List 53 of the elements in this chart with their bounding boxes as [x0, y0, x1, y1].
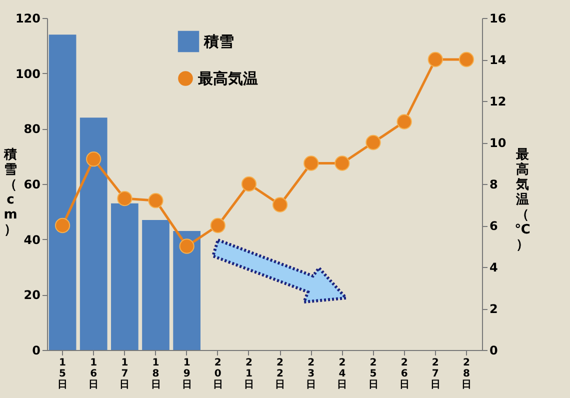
point [428, 52, 443, 68]
point [396, 114, 412, 130]
y2-tick-label: 4 [490, 260, 498, 274]
point [241, 176, 257, 192]
x-tick-label: 20日 [212, 358, 223, 390]
x-tick-label: 15日 [58, 358, 68, 390]
y-tick-label: 100 [15, 66, 40, 81]
bar [48, 34, 76, 350]
y-axis-title: 積雪（cm） [3, 148, 18, 238]
x-tick-label: 26日 [399, 358, 410, 390]
bar [80, 118, 108, 350]
point [272, 197, 288, 212]
y-tick-label: 80 [24, 122, 40, 136]
y2-tick-label: 16 [490, 12, 506, 26]
x-tick-label: 25日 [368, 358, 378, 390]
x-tick-label: 27日 [430, 358, 440, 390]
point [366, 134, 381, 150]
bar [111, 203, 138, 350]
point [117, 190, 132, 206]
x-tick-label: 23日 [306, 358, 316, 390]
bar [173, 231, 200, 350]
x-tick-label: 28日 [461, 358, 472, 390]
y2-tick-label: 6 [490, 219, 498, 233]
point [148, 193, 164, 208]
legend-label: 最高気温 [197, 70, 258, 88]
y2-tick-label: 10 [490, 136, 506, 150]
y-tick-label: 40 [24, 232, 40, 247]
y2-tick-label: 2 [490, 302, 498, 316]
point [179, 238, 194, 254]
y-tick-label: 120 [15, 12, 40, 26]
y-tick-label: 20 [24, 288, 40, 302]
bar [142, 220, 170, 350]
point [210, 218, 226, 234]
point [334, 156, 350, 171]
y2-tick-label: 0 [490, 344, 498, 358]
y2-tick-label: 8 [490, 178, 498, 192]
point [86, 152, 102, 167]
x-tick-label: 19日 [182, 358, 192, 390]
x-tick-label: 16日 [88, 358, 99, 390]
x-tick-label: 22日 [275, 358, 286, 390]
y-tick-label: 0 [32, 344, 40, 358]
point [458, 52, 474, 68]
x-tick-label: 24日 [337, 358, 348, 390]
point [304, 156, 319, 171]
legend-label: 積雪 [203, 32, 234, 50]
y2-tick-label: 14 [490, 53, 506, 67]
x-tick-label: 18日 [150, 358, 161, 390]
y2-tick-label: 12 [490, 94, 506, 108]
y-tick-label: 60 [24, 178, 40, 192]
y2-axis-title: 最高気温（℃） [514, 148, 530, 252]
x-tick-label: 17日 [120, 358, 130, 390]
x-tick-label: 21日 [244, 358, 254, 390]
point [54, 218, 70, 234]
